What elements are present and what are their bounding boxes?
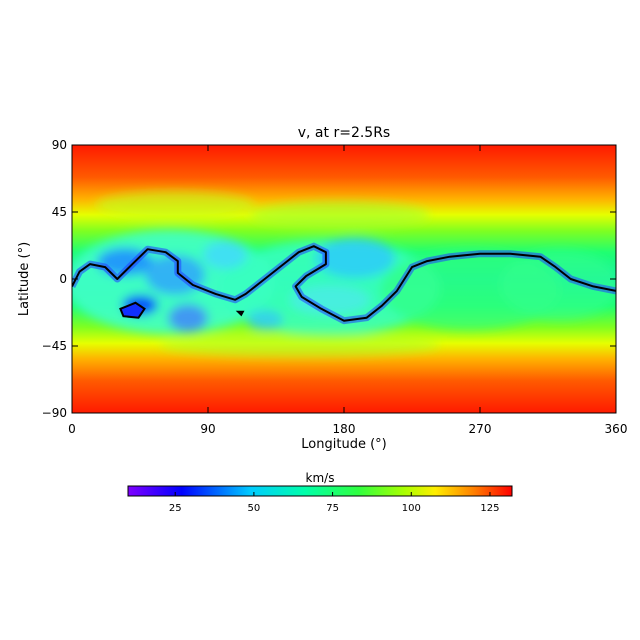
y-tick-label: 45 — [52, 205, 67, 219]
x-tick-label: 180 — [333, 422, 356, 436]
colorbar-ticks: 25 50 75 100 125 — [169, 492, 500, 514]
heatmap-field — [72, 145, 616, 413]
colorbar-tick-label: 25 — [169, 503, 182, 514]
colorbar-tick-label: 100 — [402, 503, 421, 514]
y-tick-label: −45 — [42, 339, 67, 353]
x-tick-label: 0 — [68, 422, 76, 436]
colorbar-tick-label: 75 — [326, 503, 339, 514]
y-axis: 90 45 0 −45 −90 — [42, 138, 616, 420]
colorbar-tick-label: 125 — [480, 503, 499, 514]
slow-wind-regions — [72, 191, 616, 357]
colorbar-tick-label: 50 — [248, 503, 261, 514]
colorbar-label: km/s — [306, 471, 335, 485]
y-tick-label: 90 — [52, 138, 67, 152]
y-tick-label: 0 — [59, 272, 67, 286]
closed-contour — [119, 301, 146, 319]
closed-contour — [235, 310, 245, 317]
y-tick-label: −90 — [42, 406, 67, 420]
x-tick-label: 90 — [200, 422, 215, 436]
x-tick-label: 360 — [605, 422, 628, 436]
neutral-line — [72, 245, 616, 322]
x-axis-label: Longitude (°) — [301, 437, 386, 452]
colorbar — [127, 485, 513, 497]
neutral-line-contours — [72, 242, 616, 325]
x-axis: 0 90 180 270 360 — [68, 145, 627, 436]
chart-title: v, at r=2.5Rs — [298, 125, 390, 141]
x-tick-label: 270 — [469, 422, 492, 436]
y-axis-label: Latitude (°) — [17, 242, 32, 316]
